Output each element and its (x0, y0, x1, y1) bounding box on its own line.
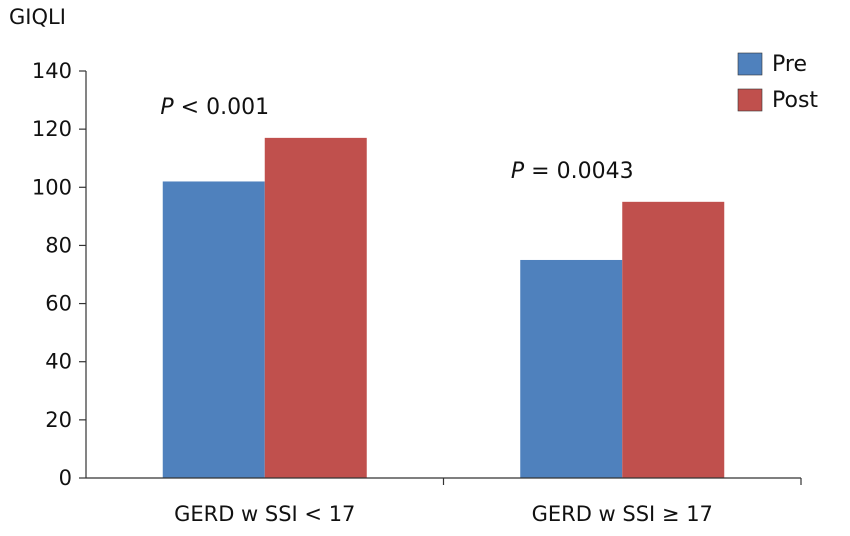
legend: Pre Post (737, 52, 818, 113)
y-tick-label: 0 (59, 466, 72, 490)
legend-label-pre: Pre (772, 52, 807, 77)
bar-pre-0 (162, 181, 265, 478)
bars-group (162, 137, 725, 479)
y-axis-title: GIQLI (9, 5, 66, 29)
legend-swatch-pre (737, 52, 763, 76)
y-tick-label: 140 (32, 59, 72, 83)
bar-post-0 (264, 137, 367, 478)
p-value-text: < 0.001 (174, 95, 269, 120)
legend-label-post: Post (772, 88, 818, 113)
y-tick-label: 100 (32, 175, 72, 199)
y-axis-ticks: 0 20 40 60 80 100 120 140 (32, 59, 86, 490)
p-value-annotation: P = 0.0043 (511, 159, 634, 184)
x-category-label: GERD w SSI < 17 (174, 502, 355, 526)
y-tick-label: 20 (45, 408, 72, 432)
x-axis-ticks: GERD w SSI < 17 GERD w SSI ≥ 17 (174, 478, 802, 526)
p-symbol: P (511, 159, 525, 184)
legend-swatch-post (737, 88, 763, 112)
y-tick-label: 120 (32, 117, 72, 141)
x-category-label: GERD w SSI ≥ 17 (532, 502, 713, 526)
y-tick-label: 60 (45, 292, 72, 316)
y-tick-label: 40 (45, 350, 72, 374)
bar-pre-1 (520, 259, 623, 478)
p-value-annotation: P < 0.001 (160, 95, 269, 120)
p-symbol: P (160, 95, 174, 120)
bar-post-1 (622, 201, 725, 479)
p-value-text: = 0.0043 (524, 159, 633, 184)
y-tick-label: 80 (45, 233, 72, 257)
